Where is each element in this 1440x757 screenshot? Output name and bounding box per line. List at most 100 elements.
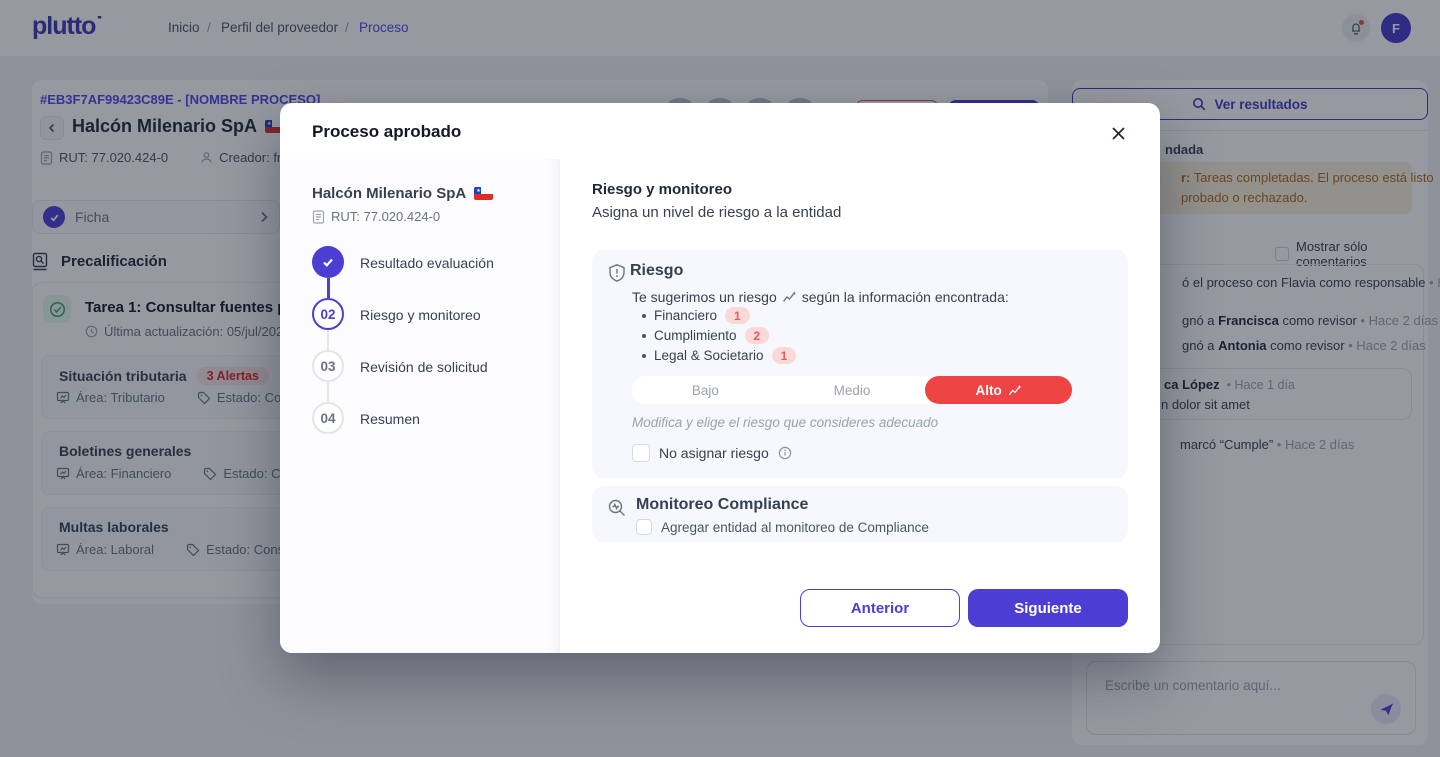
risk-level-alto[interactable]: Alto — [925, 376, 1073, 404]
activity-item: ó el proceso con Flavia como responsable… — [1182, 275, 1440, 290]
check-item-title: Situación tributaria — [59, 368, 187, 384]
comment-input[interactable]: Escribe un comentario aquí... — [1086, 661, 1416, 735]
check-item-title: Boletines generales — [59, 443, 192, 459]
notification-dot — [1359, 20, 1364, 25]
top-nav: plutto˙ Inicio / Perfil del proveedor / … — [0, 0, 1440, 56]
logo-dot: ˙ — [95, 12, 103, 40]
task-status-wrap — [43, 295, 71, 323]
risk-level-selector: Bajo Medio Alto — [632, 376, 1073, 404]
breadcrumb-separator: / — [207, 20, 211, 35]
close-button[interactable] — [1106, 121, 1130, 145]
previous-button[interactable]: Anterior — [800, 589, 960, 627]
plutto-logo[interactable]: plutto˙ — [32, 12, 104, 40]
modal-rut: RUT: 77.020.424-0 — [312, 209, 440, 224]
step-1-label[interactable]: Resultado evaluación — [360, 255, 494, 271]
step-2-label[interactable]: Riesgo y monitoreo — [360, 307, 481, 323]
breadcrumb-proceso[interactable]: Proceso — [359, 20, 409, 35]
no-assign-risk-row[interactable]: No asignar riesgo — [632, 444, 792, 462]
creator-text: Creador: fra — [219, 150, 289, 165]
alerts-badge: 3 Alertas — [196, 367, 269, 385]
step-connector — [326, 278, 330, 298]
comment-text: n dolor sit amet — [1161, 397, 1250, 412]
section-title: Precalificación — [61, 253, 167, 270]
risk-factor-item: Cumplimiento 2 — [642, 327, 770, 344]
area-text: Área: Financiero — [76, 466, 172, 481]
step-4-indicator[interactable]: 04 — [312, 402, 344, 434]
risk-level-bajo[interactable]: Bajo — [691, 382, 719, 398]
estado-text: Estado: Consul — [206, 542, 295, 557]
chile-flag-icon: ★ — [265, 120, 285, 133]
document-icon — [40, 150, 53, 165]
divider — [1072, 130, 1428, 131]
task-title: Tarea 1: Consultar fuentes públ — [85, 299, 309, 316]
board-icon — [56, 391, 70, 404]
step-connector — [327, 382, 329, 402]
estado-text: Estado: Cons — [216, 390, 295, 405]
step-connector — [327, 330, 329, 350]
step-3-indicator[interactable]: 03 — [312, 350, 344, 382]
tag-icon — [203, 467, 217, 481]
breadcrumb-inicio[interactable]: Inicio — [168, 20, 200, 35]
modal-section-heading: Riesgo y monitoreo — [592, 181, 733, 198]
ai-sparkle-icon — [782, 290, 797, 304]
back-button[interactable] — [40, 116, 64, 140]
comment-author: ca López • Hace 1 día — [1164, 377, 1295, 392]
modal-stepper-panel: Halcón Milenario SpA ★ RUT: 77.020.424-0… — [280, 159, 560, 653]
chevron-left-icon — [47, 123, 57, 133]
process-approved-modal: Proceso aprobado Halcón Milenario SpA ★ … — [280, 103, 1160, 653]
breadcrumb-separator: / — [345, 20, 349, 35]
check-circle-icon — [43, 206, 65, 228]
document-icon — [312, 209, 325, 224]
user-avatar[interactable]: F — [1381, 13, 1411, 43]
activity-item: marcó “Cumple” • Hace 2 días — [1180, 437, 1355, 452]
monitoring-checkbox-label: Agregar entidad al monitoreo de Complian… — [661, 519, 929, 535]
modal-section-subheading: Asigna un nivel de riesgo a la entidad — [592, 204, 842, 221]
risk-count-badge: 1 — [771, 347, 797, 364]
board-icon — [56, 467, 70, 480]
process-meta: RUT: 77.020.424-0 Creador: fra — [40, 150, 289, 165]
next-button[interactable]: Siguiente — [968, 589, 1128, 627]
comment-placeholder: Escribe un comentario aquí... — [1105, 678, 1281, 693]
monitoring-checkbox-row[interactable]: Agregar entidad al monitoreo de Complian… — [636, 519, 929, 535]
monitoring-title: Monitoreo Compliance — [636, 496, 809, 513]
risk-level-medio[interactable]: Medio — [833, 382, 871, 398]
rut-text: RUT: 77.020.424-0 — [59, 150, 169, 165]
search-icon — [1192, 97, 1206, 111]
task-updated: Última actualización: 05/jul/2024 — [85, 324, 290, 339]
info-icon[interactable] — [778, 446, 792, 460]
modal-company-name: Halcón Milenario SpA ★ — [312, 185, 494, 202]
step-1-indicator[interactable] — [312, 246, 344, 278]
breadcrumb-perfil[interactable]: Perfil del proveedor — [221, 20, 339, 35]
monitoring-search-icon — [607, 498, 627, 518]
checkbox-icon[interactable] — [1275, 247, 1289, 261]
checkbox-icon[interactable] — [636, 519, 652, 535]
check-icon — [321, 255, 335, 269]
risk-hint-text: Modifica y elige el riesgo que considere… — [632, 415, 939, 430]
no-assign-label: No asignar riesgo — [659, 445, 769, 461]
activity-item: gnó a Antonia como revisor • Hace 2 días — [1182, 338, 1426, 353]
modal-title: Proceso aprobado — [312, 122, 462, 141]
send-comment-button[interactable] — [1371, 694, 1401, 724]
risk-factor-item: Legal & Societario 1 — [642, 347, 797, 364]
notifications-button[interactable] — [1342, 14, 1370, 42]
tag-icon — [197, 391, 211, 405]
step-2-indicator[interactable]: 02 — [312, 298, 344, 330]
step-3-label[interactable]: Revisión de solicitud — [360, 359, 488, 375]
activity-item: gnó a Francisca como revisor • Hace 2 dí… — [1182, 313, 1439, 328]
checkbox-icon[interactable] — [632, 444, 650, 462]
ai-sparkle-icon — [1008, 384, 1022, 397]
process-id-link[interactable]: #EB3F7AF99423C89E - [NOMBRE PROCESO] — [40, 92, 321, 107]
close-icon — [1111, 126, 1126, 141]
check-success-icon — [49, 301, 66, 318]
precalificacion-header: Precalificación — [32, 252, 167, 271]
chevron-right-icon — [259, 211, 269, 223]
show-only-comments-toggle[interactable]: Mostrar sólo comentarios — [1275, 239, 1428, 269]
tag-icon — [186, 543, 200, 557]
send-icon — [1379, 702, 1394, 717]
filter-label: Mostrar sólo comentarios — [1296, 239, 1368, 269]
ficha-stage-card[interactable]: Ficha — [32, 200, 280, 234]
step-4-label[interactable]: Resumen — [360, 411, 420, 427]
activity-feed: ó el proceso con Flavia como responsable… — [1088, 264, 1440, 645]
shield-alert-icon — [607, 263, 627, 283]
risk-factor-item: Financiero 1 — [642, 307, 750, 324]
